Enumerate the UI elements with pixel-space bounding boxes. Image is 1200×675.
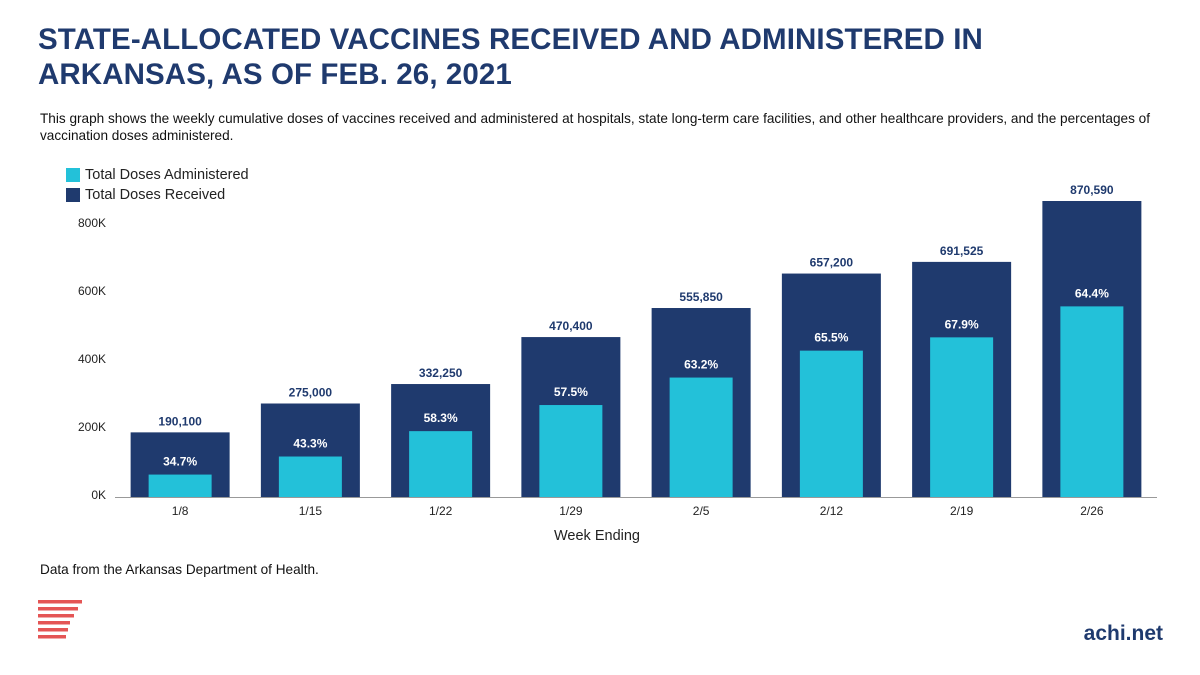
legend-swatch-received: [66, 188, 80, 202]
chart-title: STATE-ALLOCATED VACCINES RECEIVED AND AD…: [38, 23, 983, 91]
x-tick-label: 1/8: [172, 504, 189, 518]
legend-item-received: Total Doses Received: [66, 185, 249, 205]
x-axis-title: Week Ending: [554, 528, 640, 544]
data-label-percent: 65.5%: [814, 331, 848, 345]
x-tick-label: 2/5: [693, 504, 710, 518]
chart-legend: Total Doses Administered Total Doses Rec…: [66, 165, 249, 205]
data-label-received: 470,400: [549, 319, 593, 333]
x-tick-label: 2/12: [820, 504, 844, 518]
bar-administered: [278, 456, 342, 497]
data-label-received: 657,200: [810, 256, 854, 270]
data-label-percent: 43.3%: [293, 437, 327, 451]
legend-item-administered: Total Doses Administered: [66, 165, 249, 185]
y-tick-label: 200K: [78, 420, 106, 434]
bar-chart: 0K 200K 400K 600K 800K 190,100 34.7% 1/8 275,000…: [78, 183, 1157, 544]
data-label-received: 332,250: [419, 366, 463, 380]
bar-administered: [799, 350, 863, 497]
achi-logo-icon: [38, 600, 82, 639]
bar-administered: [1060, 306, 1124, 497]
x-tick-label: 2/26: [1080, 504, 1104, 518]
x-tick-label: 1/15: [299, 504, 323, 518]
x-tick-label: 1/22: [429, 504, 453, 518]
data-label-percent: 57.5%: [554, 385, 588, 399]
bar-administered: [539, 405, 603, 497]
data-label-percent: 63.2%: [684, 358, 718, 372]
data-label-percent: 64.4%: [1075, 286, 1109, 300]
bar-administered: [409, 431, 473, 497]
source-note: Data from the Arkansas Department of Hea…: [40, 562, 319, 577]
legend-label-administered: Total Doses Administered: [85, 167, 249, 183]
data-label-received: 691,525: [940, 244, 984, 258]
bar-administered: [669, 377, 733, 497]
legend-label-received: Total Doses Received: [85, 187, 226, 203]
data-label-received: 555,850: [679, 290, 723, 304]
y-tick-label: 800K: [78, 216, 106, 230]
data-label-received: 275,000: [289, 386, 333, 400]
data-label-received: 190,100: [158, 414, 202, 428]
bar-administered: [148, 474, 212, 497]
y-tick-label: 600K: [78, 284, 106, 298]
y-tick-label: 0K: [91, 488, 106, 502]
data-label-percent: 67.9%: [945, 317, 979, 331]
x-tick-label: 2/19: [950, 504, 974, 518]
data-label-received: 870,590: [1070, 183, 1114, 197]
legend-swatch-administered: [66, 168, 80, 182]
site-link[interactable]: achi.net: [1083, 622, 1163, 645]
x-tick-label: 1/29: [559, 504, 583, 518]
chart-subtitle: This graph shows the weekly cumulative d…: [40, 111, 1150, 143]
data-label-percent: 58.3%: [424, 411, 458, 425]
data-label-percent: 34.7%: [163, 455, 197, 469]
y-tick-label: 400K: [78, 352, 106, 366]
bar-administered: [930, 337, 994, 497]
